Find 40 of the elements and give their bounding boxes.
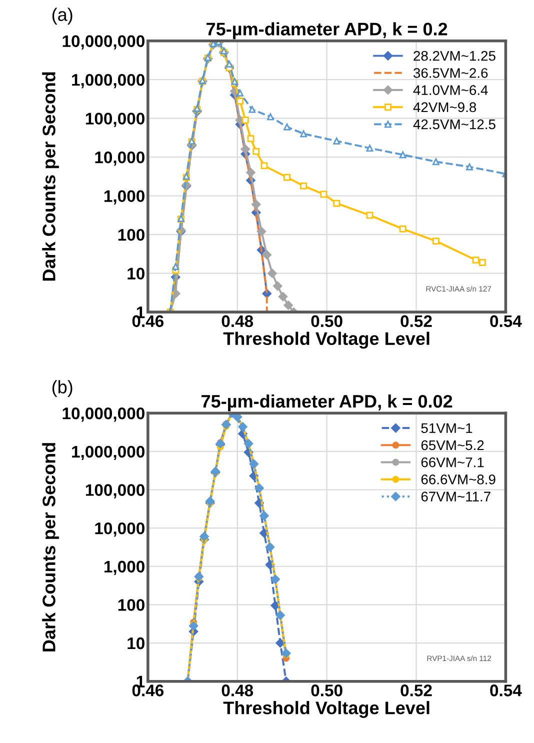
y-tick-label: 1,000 [104, 560, 144, 575]
x-tick-label: 0.52 [400, 684, 432, 696]
legend-label: 36.5VM~2.6 [414, 68, 488, 78]
y-axis-title: Dark Counts per Second [42, 443, 59, 652]
y-tick-label: 1,000,000 [72, 446, 144, 460]
legend-label: 41.0VM~6.4 [413, 85, 488, 96]
legend-label: 66.6VM~8.9 [421, 474, 496, 484]
x-tick-label: 0.54 [490, 684, 522, 696]
x-tick-label: 0.48 [222, 684, 254, 696]
chart-title: 75-µm-diameter APD, k = 0.02 [202, 394, 452, 412]
legend-label: 28.2VM~1.25 [414, 50, 496, 61]
legend-label: 42VM~9.8 [413, 102, 476, 112]
y-tick-label: 10,000 [95, 151, 144, 166]
legend-label: 51VM~1 [421, 423, 472, 434]
text: (b) [52, 380, 72, 398]
x-tick-label: 0.54 [490, 315, 522, 328]
x-tick-label: 0.50 [311, 684, 342, 696]
y-tick-label: 10 [128, 268, 144, 280]
y-tick-label: 10,000,000 [62, 408, 144, 422]
y-tick-label: 10 [128, 637, 144, 650]
chart-title: 75-µm-diameter APD, k = 0.2 [206, 22, 448, 40]
x-axis-title: Threshold Voltage Level [223, 332, 430, 349]
x-axis-title: Threshold Voltage Level [223, 701, 430, 718]
text: (a) [52, 8, 72, 25]
legend-label: 42.5VM~12.5 [413, 119, 496, 130]
y-tick-label: 100 [118, 228, 144, 241]
legend-label: 66VM~7.1 [421, 457, 484, 468]
legend-label: 67VM~11.7 [421, 492, 490, 502]
y-tick-label: 100 [118, 599, 144, 611]
y-tick-label: 100,000 [86, 112, 144, 127]
y-tick-label: 10,000 [95, 522, 144, 537]
x-tick-label: 0.50 [311, 315, 342, 328]
x-tick-label: 0.52 [400, 315, 432, 328]
x-tick-label: 0.48 [222, 315, 254, 328]
legend-label: 65VM~5.2 [421, 440, 484, 450]
y-tick-label: 10,000,000 [62, 35, 144, 50]
y-tick-label: 1,000 [104, 190, 144, 204]
y-tick-label: 100,000 [86, 484, 144, 498]
y-axis-title: Dark Counts per Second [42, 72, 59, 281]
y-tick-label: 1,000,000 [72, 74, 144, 88]
